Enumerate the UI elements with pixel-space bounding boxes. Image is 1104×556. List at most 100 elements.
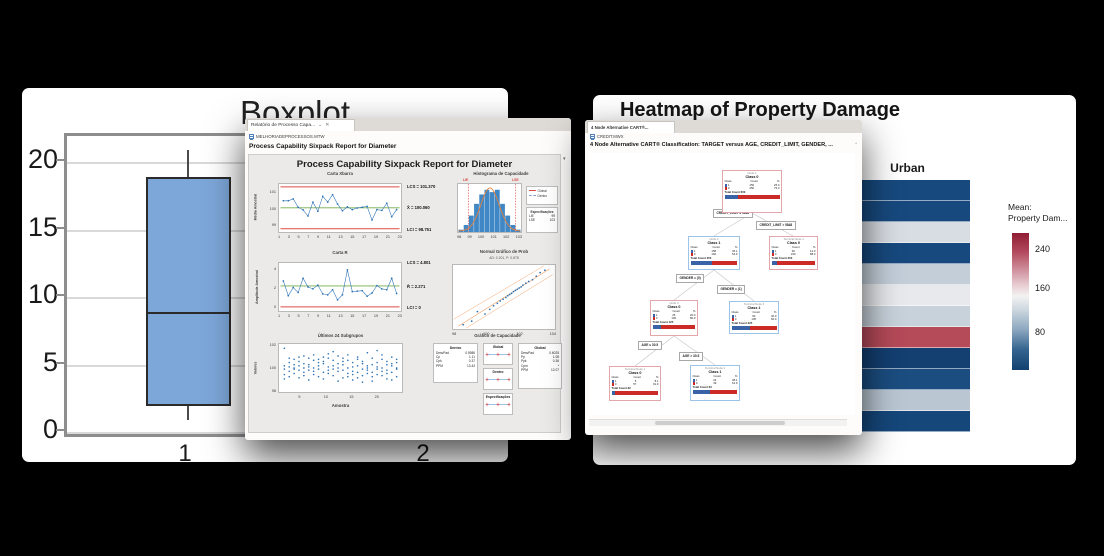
cart-node-t3: Terminal Node 3 Class 1 Class Count% 1 90 40.0… [729,301,779,334]
tick-label: 7 [307,235,310,239]
class-cell: 0 [771,252,776,257]
colorbar-tick-80: 80 [1035,327,1046,337]
cart-node-t2: Terminal Node 2 Class 1 Class Count% 1 24 38.1… [690,365,740,401]
tick-label: 15 [350,235,355,239]
stat-value: 1.08 [552,354,559,359]
tick-label: 5 [297,314,300,318]
node-class-bar [724,194,780,200]
percent-cell: 45.1 [732,248,738,253]
count-cell: 24 [713,377,717,382]
interval-dentro: Dentro [483,368,513,390]
percent-cell: 40.0 [771,313,777,318]
boxplot-median [146,311,231,314]
xbar-y-tick: 101 [269,189,276,194]
spec-value: 99 [551,213,555,218]
tick-label: 23 [397,235,402,239]
subgroups-y-tick: 100 [269,365,276,370]
header-cell: % [735,374,738,378]
subgroups-title: Últimos 24 Subgrupos [317,333,364,338]
class-0-swatch [611,383,615,387]
close-icon[interactable]: ✕ [325,122,330,128]
percent-cell: 60.0 [771,317,777,321]
stat-label: DesvPad [521,350,534,355]
header-cell: Class [731,310,739,314]
count-cell: 450 [749,186,755,190]
node-table-header: Class Count% [653,309,696,314]
stat-row: DesvPad 0.6025 [521,351,559,355]
xbar-cl-annotation: X̄ = 100.060 [407,205,430,210]
heatmap-cell-row-1 [845,180,970,201]
class-cell: 0 [652,316,657,321]
node-class-row: 1 30 12.0 [771,249,816,254]
stat-value: 0.36 [552,359,559,364]
heatmap-column-header: Urban [890,161,925,175]
node-class-label: Class 0 [787,241,800,246]
header-cell: Count [752,310,760,314]
class1-bar-segment [652,324,662,330]
percent-cell: 8.1 [654,378,659,383]
worksheet-row: CREDIT.MWX [590,134,624,140]
stat-row: PPM 12.07 [521,368,559,372]
tick-label: 100 [483,332,490,336]
scrollbar-horizontal[interactable] [589,419,847,426]
count-cell: 135 [751,317,757,321]
tab-relatorio-processo[interactable]: Relatório de Processo Capa... ⌄ ✕ [247,119,355,131]
colorbar-tick-160: 160 [1035,283,1051,293]
collapse-icon[interactable]: ⌃ [854,142,858,147]
node-class-row: 1 158 45.1 [690,248,738,254]
scroll-down-icon[interactable]: ▾ [563,156,566,162]
tick-label: 21 [385,235,390,239]
tick-label: 101 [490,235,497,239]
xbar-y-tick: 99 [271,223,276,228]
split-label-4: GENDER = (1) [717,285,746,294]
normal-probability-plot [452,264,556,330]
stat-row: DesvPad 0.5986 [436,351,475,355]
tab-cart[interactable]: 4 Node Alternative CART®... [587,121,675,133]
node-total-count: Total Count 225 [731,320,753,325]
output-heading: Process Capability Sixpack Report for Di… [249,143,397,150]
class0-bar-segment [661,324,696,330]
cart-window: 4 Node Alternative CART®... CREDIT.MWX 4… [585,120,862,435]
class-1-swatch [692,378,696,382]
node-class-row: 1 150 25.0 [724,183,780,188]
chevron-down-icon[interactable]: ⌄ [318,122,323,128]
rchart-y-tick: 4 [273,267,276,271]
heatmap-cell-row-7 [845,306,970,327]
worksheet-name: MELHORIADEPROCESSOS.MTW [256,134,325,139]
spec-label: LSE [529,217,536,222]
scrollbar-thumb[interactable] [655,421,785,425]
boxplot-lower-whisker [187,406,189,420]
header-cell: Class [771,245,779,249]
worksheet-name: CREDIT.MWX [597,134,624,139]
worksheet-icon [590,134,595,140]
report-title: Process Capability Sixpack Report for Di… [296,159,513,170]
node-total-count: Total Count 125 [652,319,674,324]
heatmap-column [845,180,970,432]
tick-label: 3 [287,235,290,239]
count-cell: 57 [633,382,637,386]
count-cell: 5 [634,378,637,383]
cart-node-n3: Node 3 Class 0 Class Count% 1 25 20.0 0 100 80.0 T… [650,300,698,336]
subgroups-y-tick: 98 [271,388,276,393]
percent-cell: 54.9 [732,252,738,256]
class-cell: 0 [611,382,616,387]
header-cell: % [735,245,738,249]
stat-value: 0.6025 [549,350,559,355]
tick-label: 1 [278,235,281,239]
header-cell: % [774,310,777,314]
stat-row: Pp 1.08 [521,355,559,359]
header-cell: Count [633,375,641,379]
spec-value: 103 [549,217,555,222]
dentro-line-swatch [529,195,536,197]
count-cell: 100 [671,316,677,320]
class-cell: 0 [692,381,697,386]
global-table-title: Global [534,345,546,350]
heatmap-cell-row-3 [845,222,970,243]
percent-cell: 75.0 [774,186,780,190]
class-cell: 1 [692,378,697,383]
tick-label: 7 [307,314,310,318]
tab-title: Relatório de Processo Capa... [251,123,315,128]
global-stats-table: Global DesvPad 0.6025 Pp 1.08 Ppk 0.36 Cpm * PPM… [518,343,562,389]
xbar-chart [278,183,402,233]
node-id-label: Node 2 [709,238,719,241]
